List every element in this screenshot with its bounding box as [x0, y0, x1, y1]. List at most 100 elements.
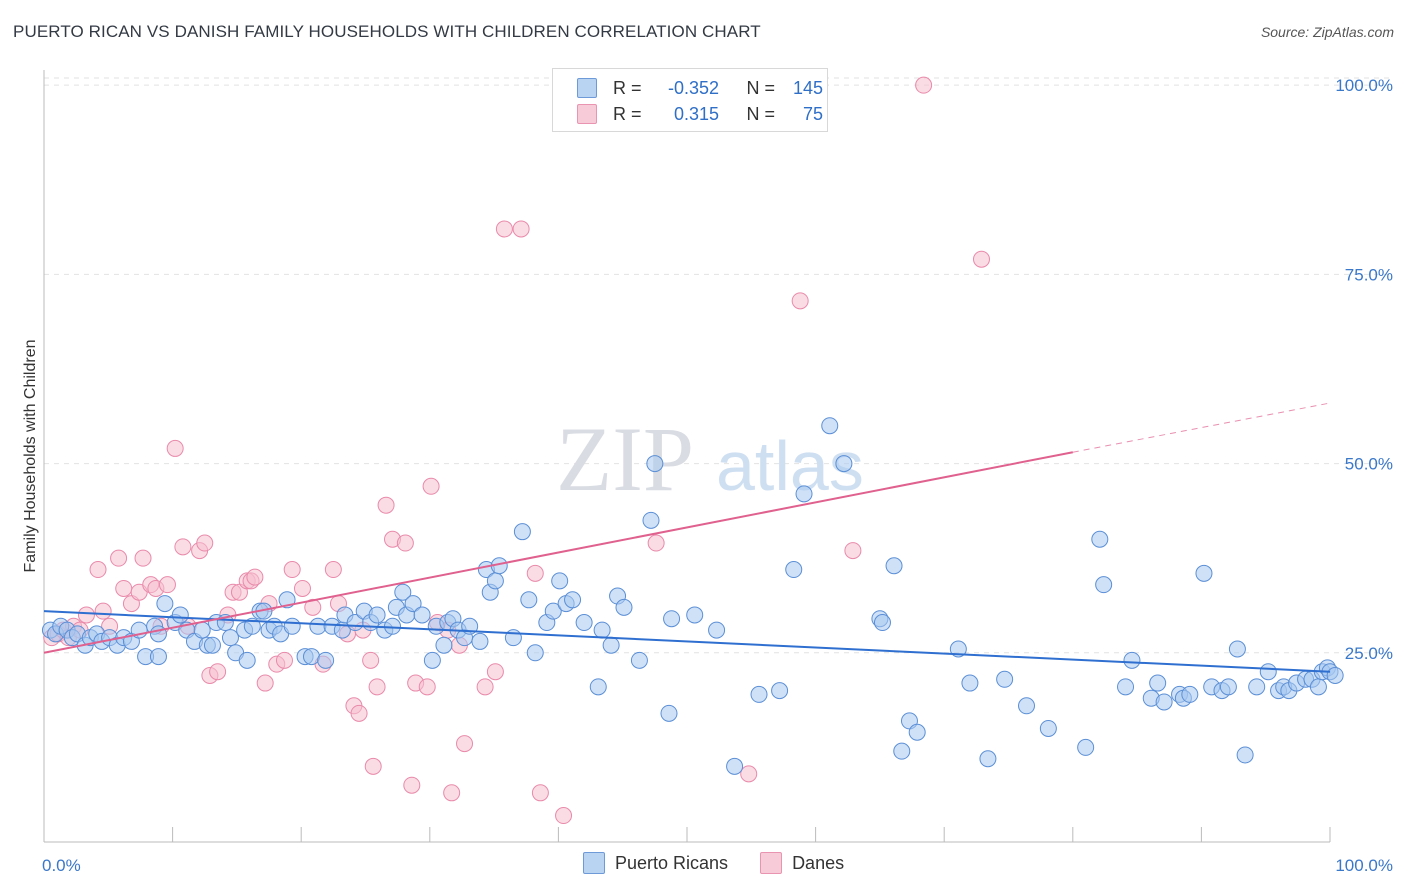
puerto-rican-point	[686, 606, 704, 624]
puerto-rican-point	[615, 598, 633, 616]
puerto-ricans-trend-line	[43, 610, 1331, 673]
puerto-rican-point	[979, 750, 997, 768]
puerto-rican-point	[1309, 678, 1327, 696]
dane-point	[134, 549, 152, 567]
legend: R = -0.352 N = 145 R = 0.315 N = 75	[552, 68, 828, 132]
danes-trend-line	[43, 451, 1073, 654]
source-credit: Source: ZipAtlas.com	[1260, 24, 1394, 40]
dane-point	[555, 807, 573, 825]
dane-point	[456, 735, 474, 753]
legend-r-value: 0.315	[673, 103, 719, 124]
legend-n-value: 75	[802, 103, 823, 124]
dane-point	[740, 765, 758, 783]
dane-point	[364, 757, 382, 775]
puerto-rican-point	[885, 557, 903, 575]
puerto-ricans-points	[41, 417, 1344, 775]
dane-point	[844, 542, 862, 560]
puerto-rican-point	[435, 636, 453, 654]
legend-swatch-pink	[577, 104, 597, 124]
axes	[43, 70, 1331, 843]
legend-n-label: N =	[746, 77, 775, 98]
puerto-rican-point	[1259, 663, 1277, 681]
puerto-rican-point	[893, 742, 911, 760]
x-tick-label: 0.0%	[42, 856, 81, 875]
puerto-rican-point	[642, 511, 660, 529]
puerto-rican-point	[1039, 719, 1057, 737]
dane-point	[209, 663, 227, 681]
puerto-rican-point	[551, 572, 569, 590]
puerto-rican-point	[949, 640, 967, 658]
dane-point	[377, 496, 395, 514]
puerto-rican-point	[630, 651, 648, 669]
dane-point	[396, 534, 414, 552]
puerto-rican-point	[589, 678, 607, 696]
dane-point	[174, 538, 192, 556]
puerto-rican-point	[1219, 678, 1237, 696]
puerto-rican-point	[1195, 564, 1213, 582]
puerto-rican-point	[835, 455, 853, 473]
legend-r-label: R =	[613, 103, 642, 124]
y-tick-label: 75.0%	[1345, 265, 1393, 284]
puerto-rican-point	[602, 636, 620, 654]
puerto-rican-point	[384, 617, 402, 635]
chart-title: PUERTO RICAN VS DANISH FAMILY HOUSEHOLDS…	[13, 22, 761, 41]
puerto-rican-point	[368, 606, 386, 624]
puerto-rican-point	[317, 651, 335, 669]
y-tick-label: 100.0%	[1335, 76, 1393, 95]
dane-point	[972, 250, 990, 268]
dane-point	[256, 674, 274, 692]
dane-point	[791, 292, 809, 310]
dane-point	[77, 606, 95, 624]
puerto-rican-point	[149, 648, 167, 666]
trend-lines	[43, 402, 1331, 673]
puerto-rican-point	[526, 644, 544, 662]
puerto-rican-point	[309, 617, 327, 635]
puerto-rican-point	[1123, 651, 1141, 669]
puerto-rican-point	[238, 651, 256, 669]
legend-swatch-blue	[577, 78, 597, 98]
puerto-rican-point	[193, 621, 211, 639]
x-tick-label: 100.0%	[1335, 856, 1393, 875]
dane-point	[89, 561, 107, 579]
puerto-rican-point	[156, 595, 174, 613]
legend-n-value: 145	[792, 77, 823, 98]
puerto-rican-point	[873, 614, 891, 632]
y-tick-label: 25.0%	[1345, 644, 1393, 663]
dane-point	[443, 784, 461, 802]
puerto-rican-point	[750, 685, 768, 703]
puerto-rican-point	[1228, 640, 1246, 658]
puerto-rican-point	[996, 670, 1014, 688]
dane-point	[158, 576, 176, 594]
puerto-rican-point	[471, 632, 489, 650]
dane-point	[246, 568, 264, 586]
puerto-rican-point	[486, 572, 504, 590]
tick-labels: 25.0% 50.0% 75.0% 100.0% 0.0% 100.0%	[42, 76, 1393, 875]
series-swatch-pink	[760, 852, 783, 874]
puerto-rican-point	[1149, 674, 1167, 692]
puerto-rican-point	[821, 417, 839, 435]
dane-point	[915, 76, 933, 94]
puerto-rican-point	[1077, 738, 1095, 756]
series-label-puerto-ricans: Puerto Ricans	[615, 852, 729, 873]
legend-r-label: R =	[613, 77, 642, 98]
dane-point	[283, 561, 301, 579]
puerto-rican-point	[1181, 685, 1199, 703]
puerto-rican-point	[708, 621, 726, 639]
puerto-rican-point	[795, 485, 813, 503]
dane-point	[476, 678, 494, 696]
puerto-rican-point	[1248, 678, 1266, 696]
series-swatch-blue	[583, 852, 605, 874]
dane-point	[647, 534, 665, 552]
y-tick-label: 50.0%	[1345, 455, 1393, 474]
dane-point	[94, 602, 112, 620]
puerto-rican-point	[575, 614, 593, 632]
dane-point	[526, 564, 544, 582]
dane-point	[422, 477, 440, 495]
watermark-zip: ZIP	[556, 408, 694, 510]
watermark: ZIP atlas	[556, 408, 864, 510]
dane-point	[293, 579, 311, 597]
dane-point	[115, 579, 133, 597]
dane-point	[418, 678, 436, 696]
puerto-rican-point	[785, 561, 803, 579]
